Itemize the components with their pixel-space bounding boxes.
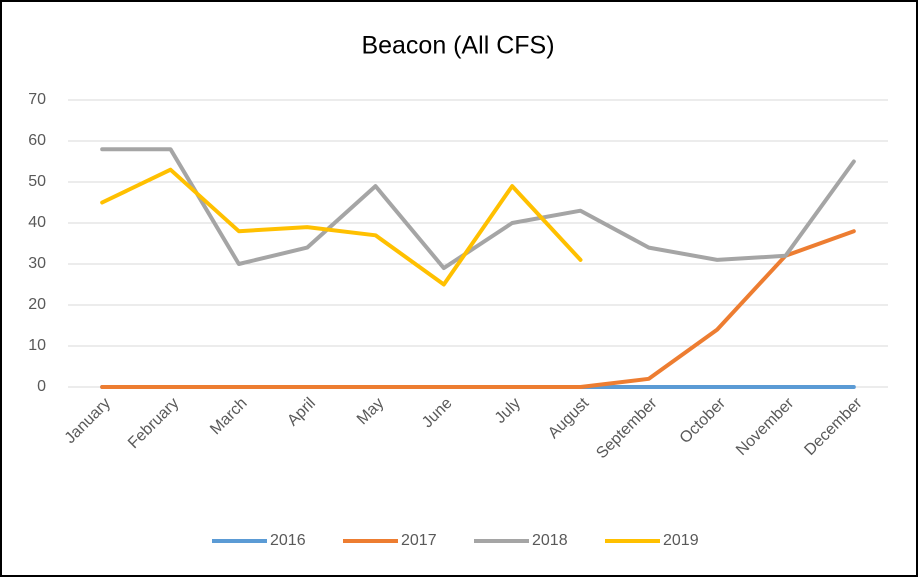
y-tick-label: 70 xyxy=(28,91,46,108)
series-line xyxy=(100,167,583,287)
legend-label: 2017 xyxy=(401,532,437,549)
legend-label: 2018 xyxy=(532,532,568,549)
y-tick-label: 20 xyxy=(28,296,46,313)
y-tick-label: 0 xyxy=(37,378,46,395)
series-line xyxy=(100,229,856,389)
series-line xyxy=(100,147,856,271)
legend-label: 2016 xyxy=(270,532,306,549)
y-tick-label: 10 xyxy=(28,337,46,354)
y-tick-label: 50 xyxy=(28,173,46,190)
y-tick-label: 40 xyxy=(28,214,46,231)
chart-title: Beacon (All CFS) xyxy=(361,32,554,60)
y-tick-label: 60 xyxy=(28,132,46,149)
legend-label: 2019 xyxy=(663,532,699,549)
y-tick-label: 30 xyxy=(28,255,46,272)
